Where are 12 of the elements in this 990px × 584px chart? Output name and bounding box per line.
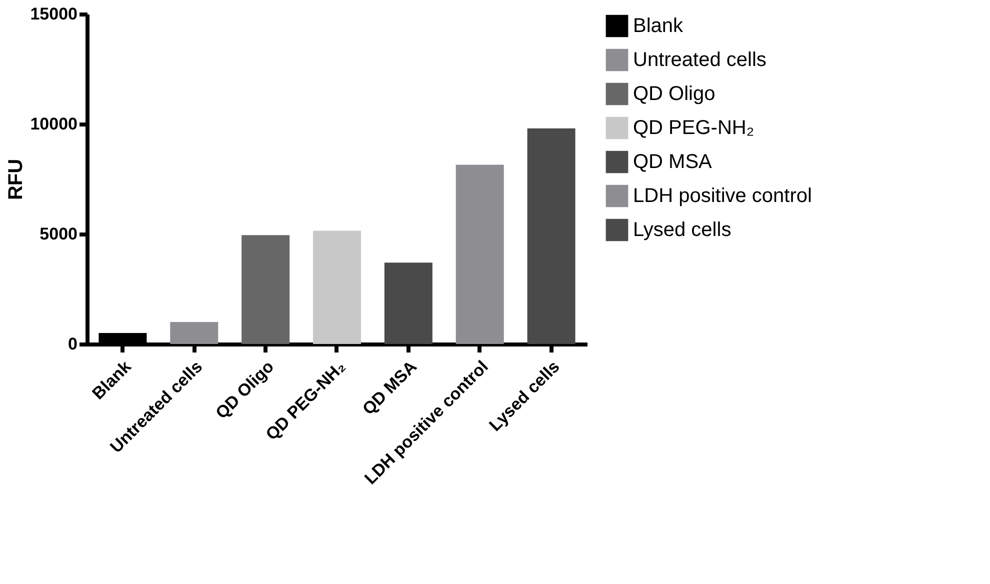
legend-label: LDH positive control [633, 185, 812, 207]
legend-label: Lysed cells [633, 219, 732, 241]
legend-label: QD PEG-NH₂ [633, 117, 754, 139]
legend-label: Blank [633, 15, 684, 37]
y-tick-label: 10000 [30, 114, 78, 134]
y-tick-label: 15000 [30, 4, 78, 24]
y-axis-title: RFU [5, 158, 28, 200]
legend-label: QD MSA [633, 151, 713, 173]
y-tick-label: 0 [68, 334, 78, 354]
legend-label: Untreated cells [633, 49, 766, 71]
y-tick-label: 5000 [40, 224, 78, 244]
legend-label: QD Oligo [633, 83, 716, 105]
